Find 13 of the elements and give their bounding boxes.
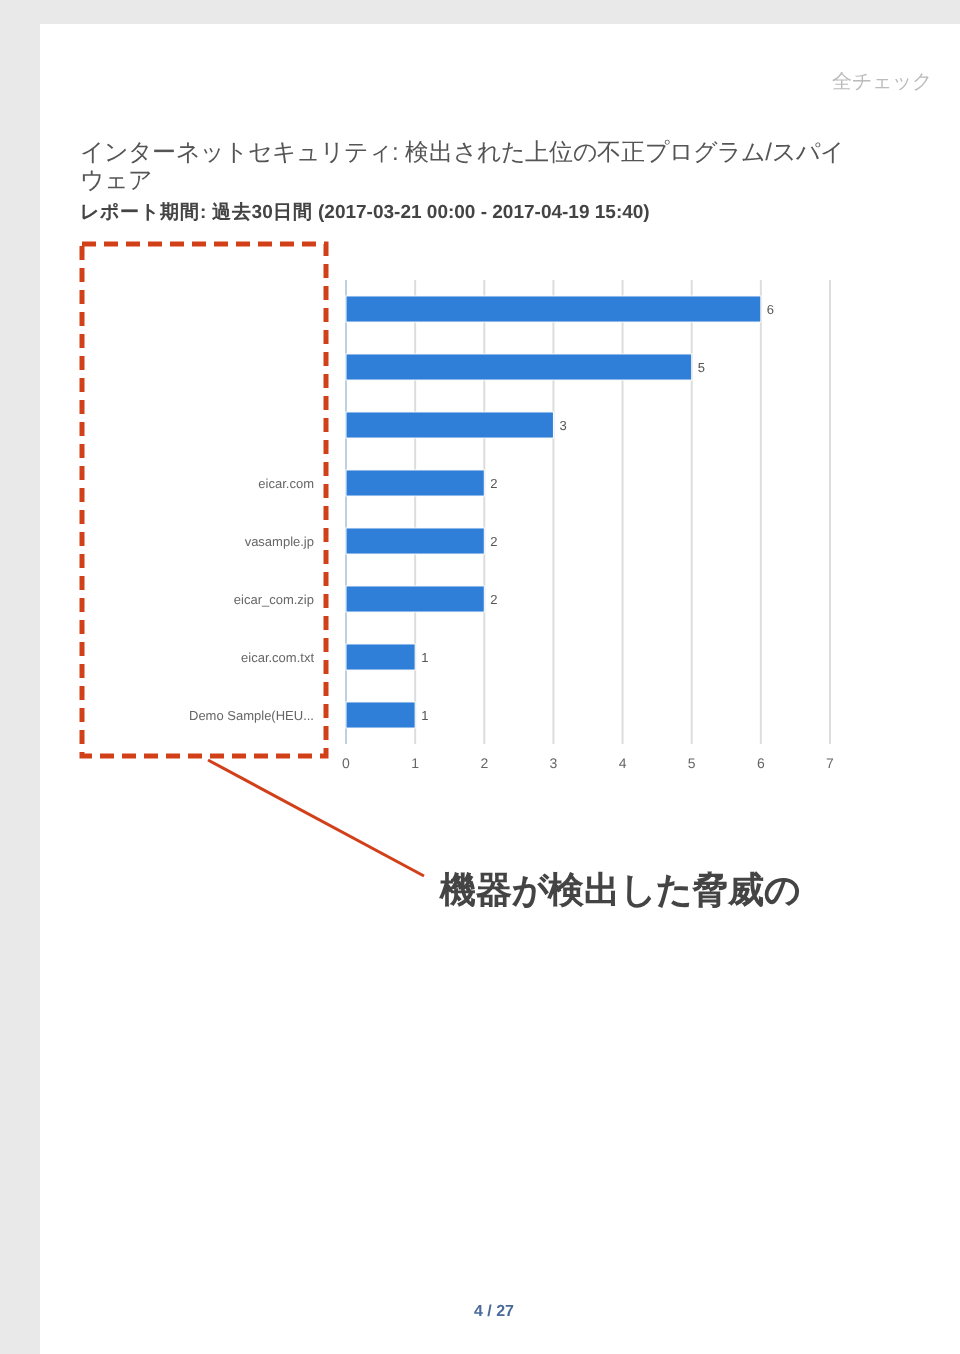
bar bbox=[345, 527, 485, 555]
chart-subtitle: レポート期間: 過去30日間 (2017-03-21 00:00 - 2017-04-19 15:40) bbox=[80, 200, 650, 224]
bar bbox=[345, 295, 762, 323]
chart-title: インターネットセキュリティ: 検出された上位の不正プログラム/スパイウェア bbox=[80, 138, 845, 194]
bar bbox=[345, 701, 416, 729]
text: 4 / 27 bbox=[473, 1302, 516, 1320]
text: 機器が検出した脅威の bbox=[438, 870, 800, 910]
bar bbox=[345, 643, 416, 671]
bar bbox=[345, 469, 485, 497]
bar bbox=[345, 411, 554, 439]
bar bbox=[345, 585, 485, 613]
bar bbox=[345, 353, 693, 381]
text: 全チェック bbox=[832, 70, 932, 94]
